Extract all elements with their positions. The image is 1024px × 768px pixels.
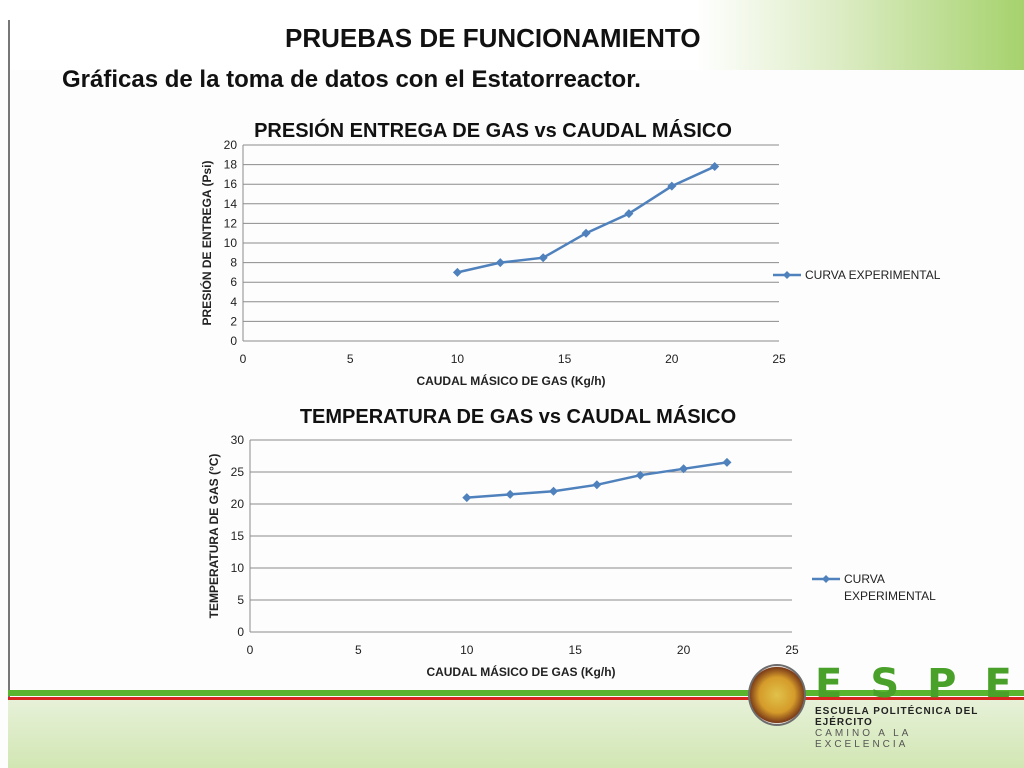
y-tick-label: 0 [230, 334, 237, 348]
data-point [495, 258, 505, 268]
y-tick-label: 4 [230, 295, 237, 309]
y-tick-label: 10 [231, 561, 245, 575]
data-point [679, 464, 689, 474]
data-point [538, 253, 548, 263]
footer-green-stripe [8, 690, 1024, 696]
x-tick-label: 5 [355, 643, 362, 657]
y-axis-label: TEMPERATURA DE GAS (°C) [207, 454, 221, 619]
y-tick-label: 0 [237, 625, 244, 639]
x-axis-label: CAUDAL MÁSICO DE GAS (Kg/h) [416, 373, 605, 388]
y-tick-label: 10 [224, 236, 238, 250]
pressure-chart: PRESIÓN ENTREGA DE GAS vs CAUDAL MÁSICO 0… [190, 112, 970, 397]
x-tick-label: 15 [569, 643, 583, 657]
y-axis-label: PRESIÓN DE ENTREGA (Psi) [199, 161, 214, 326]
chart-title: TEMPERATURA DE GAS vs CAUDAL MÁSICO [300, 405, 736, 428]
x-axis-label: CAUDAL MÁSICO DE GAS (Kg/h) [426, 664, 615, 679]
legend-label: CURVA EXPERIMENTAL [844, 572, 936, 603]
logo-institution: ESCUELA POLITÉCNICA DEL EJÉRCITO [815, 706, 979, 728]
x-tick-label: 0 [240, 352, 247, 366]
series-line [457, 165, 716, 274]
legend-marker [822, 575, 830, 583]
temperature-chart: TEMPERATURA DE GAS vs CAUDAL MÁSICO 0 5 10 1… [190, 400, 970, 685]
logo-letters: ESPE [815, 661, 1024, 707]
x-tick-label: 10 [460, 643, 474, 657]
y-tick-label: 5 [237, 593, 244, 607]
data-point [624, 209, 634, 219]
series-line [466, 461, 728, 499]
data-point [581, 228, 591, 238]
chart-title: PRESIÓN ENTREGA DE GAS vs CAUDAL MÁSICO [254, 118, 732, 142]
x-tick-label: 5 [347, 352, 354, 366]
legend-label-line: CURVA [844, 572, 885, 586]
y-tick-label: 30 [231, 433, 245, 447]
header-bar [0, 0, 1024, 70]
data-point [452, 267, 462, 277]
data-point [505, 489, 515, 499]
x-tick-label: 20 [677, 643, 691, 657]
data-point [549, 486, 559, 496]
x-tick-label: 25 [785, 643, 799, 657]
legend-label-line: EXPERIMENTAL [844, 589, 936, 603]
x-tick-label: 25 [772, 352, 786, 366]
y-tick-label: 6 [230, 275, 237, 289]
y-tick-label: 12 [224, 216, 238, 230]
data-point [710, 162, 720, 172]
data-point [635, 470, 645, 480]
logo-motto: CAMINO A LA EXCELENCIA [815, 728, 911, 750]
data-point [667, 181, 677, 191]
y-tick-label: 15 [231, 529, 245, 543]
y-tick-label: 14 [224, 197, 238, 211]
y-tick-label: 25 [231, 465, 245, 479]
left-divider [8, 20, 10, 710]
data-point [722, 457, 732, 467]
legend-label: CURVA EXPERIMENTAL [805, 268, 941, 282]
y-tick-label: 16 [224, 177, 238, 191]
x-tick-label: 10 [451, 352, 465, 366]
temperature-chart-svg: TEMPERATURA DE GAS vs CAUDAL MÁSICO 0 5 10 1… [207, 405, 936, 679]
espe-logo: ESPE ESCUELA POLITÉCNICA DEL EJÉRCITO CA… [815, 661, 1024, 750]
footer-red-stripe [8, 697, 1024, 700]
legend-marker [783, 271, 791, 279]
footer-band [8, 700, 1024, 768]
y-tick-label: 2 [230, 314, 237, 328]
data-point [462, 493, 472, 503]
pressure-chart-svg: PRESIÓN ENTREGA DE GAS vs CAUDAL MÁSICO 0… [199, 118, 941, 388]
x-tick-label: 15 [558, 352, 572, 366]
slide-subtitle: Gráficas de la toma de datos con el Esta… [62, 66, 641, 93]
slide-title: PRUEBAS DE FUNCIONAMIENTO [285, 23, 701, 53]
y-tick-label: 18 [224, 158, 238, 172]
y-tick-label: 8 [230, 256, 237, 270]
y-tick-label: 20 [231, 497, 245, 511]
data-point [592, 480, 602, 490]
x-tick-label: 20 [665, 352, 679, 366]
espe-seal-icon [748, 664, 806, 726]
y-tick-label: 20 [224, 138, 238, 152]
x-tick-label: 0 [247, 643, 254, 657]
